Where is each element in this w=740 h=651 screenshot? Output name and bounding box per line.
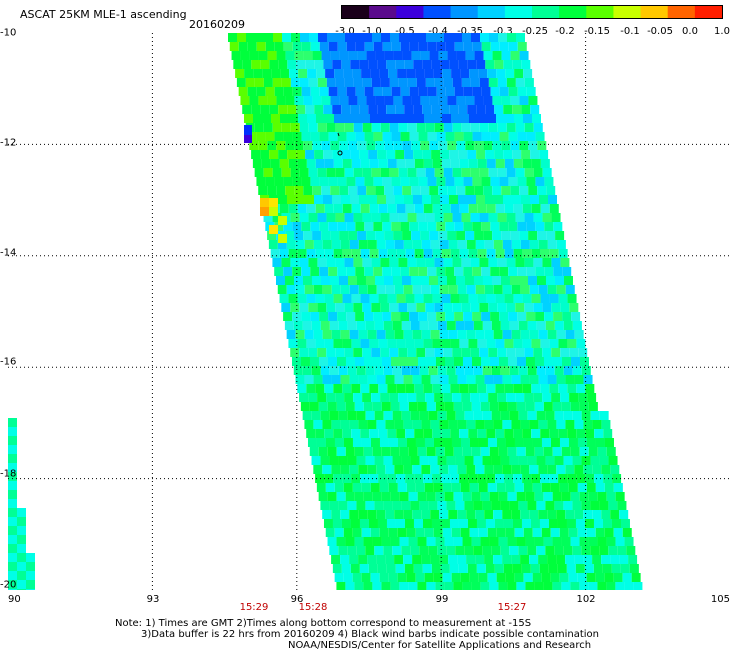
color-scale-swatch [477,6,506,18]
lon-label: 99 [435,594,449,605]
map-date: 20160209 [189,18,245,31]
contamination-marker [337,132,340,137]
color-scale-swatch [504,6,533,18]
color-scale-label: -3.0 [335,26,355,37]
color-scale-label: -0.5 [395,26,415,37]
color-scale-swatch [369,6,397,18]
time-label: 15:27 [497,602,527,613]
color-scale-bar [341,5,723,19]
color-scale-swatch [613,6,642,18]
color-scale-label: 0.0 [682,26,698,37]
note-line-3: NOAA/NESDIS/Center for Satellite Applica… [288,640,592,651]
color-scale-label: -0.3 [493,26,513,37]
color-scale-label: -0.4 [428,26,448,37]
lon-label: 93 [146,594,160,605]
color-scale-swatch [694,6,722,18]
map-title: ASCAT 25KM MLE-1 ascending [20,8,187,21]
lon-label: 96 [290,594,304,605]
note-line-2: 3)Data buffer is 22 hrs from 20160209 4)… [141,629,599,640]
notes: Note: 1) Times are GMT 2)Times along bot… [115,618,599,651]
lat-label: -16 [0,356,17,368]
swath-map [8,33,730,590]
lat-label: -10 [0,27,17,39]
lon-label: 102 [576,594,596,605]
color-scale-label: -0.2 [555,26,575,37]
note-line-1: Note: 1) Times are GMT 2)Times along bot… [115,618,532,629]
time-label: 15:29 [239,602,269,613]
color-scale-label: -0.35 [457,26,483,37]
left-swath-edge [8,418,35,590]
lat-label: -14 [0,247,17,259]
lon-label: 90 [8,594,21,605]
color-scale-label: -0.05 [647,26,673,37]
time-label: 15:28 [298,602,328,613]
color-scale-label: -1.0 [362,26,382,37]
color-scale-swatch [423,6,452,18]
color-scale-swatch [586,6,615,18]
color-scale-swatch [396,6,425,18]
lat-lon-grid [8,33,730,590]
color-scale-swatch [342,6,370,18]
color-scale-swatch [532,6,560,18]
color-scale-swatch [450,6,479,18]
color-scale-label: 1.0 [714,26,730,37]
color-scale-swatch [640,6,669,18]
color-scale-label: -0.25 [522,26,548,37]
swath-cells [228,33,643,590]
lat-label: -18 [0,468,17,480]
contamination-marker [337,150,343,156]
lon-label: 105 [710,594,730,605]
lat-label: -20 [0,579,17,591]
color-scale-label: -0.15 [584,26,610,37]
lat-label: -12 [0,137,17,149]
color-scale-swatch [667,6,696,18]
color-scale-label: -0.1 [620,26,640,37]
color-scale-swatch [559,6,587,18]
